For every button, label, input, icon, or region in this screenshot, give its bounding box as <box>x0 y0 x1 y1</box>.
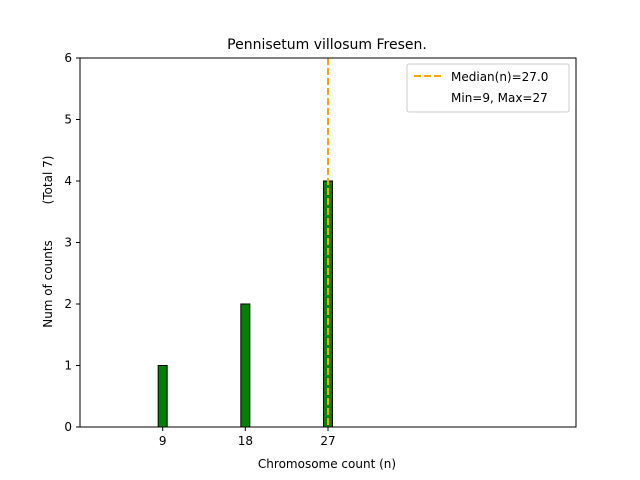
x-axis-label: Chromosome count (n) <box>258 457 396 471</box>
y-tick-label-5: 5 <box>64 113 72 127</box>
y-tick-label-3: 3 <box>64 236 72 250</box>
legend-box <box>406 63 570 113</box>
x-tick-label-18: 18 <box>238 434 253 448</box>
y-axis: 0 1 2 3 4 5 6 <box>64 51 80 434</box>
legend-range-label: Min=9, Max=27 <box>451 91 548 105</box>
bar-9 <box>157 365 168 428</box>
x-tick-label-27: 27 <box>320 434 335 448</box>
legend: Median(n)=27.0 Min=9, Max=27 <box>406 63 570 113</box>
y-axis-total-label: (Total 7) <box>41 156 55 205</box>
legend-median-label: Median(n)=27.0 <box>451 70 548 84</box>
y-tick-label-6: 6 <box>64 51 72 65</box>
plot-area <box>79 57 577 428</box>
y-tick-label-0: 0 <box>64 420 72 434</box>
x-tick-label-9: 9 <box>159 434 167 448</box>
y-tick-label-4: 4 <box>64 174 72 188</box>
chart-title: Pennisetum villosum Fresen. <box>227 37 427 53</box>
y-axis-label: Num of counts <box>41 240 55 328</box>
y-tick-label-2: 2 <box>64 297 72 311</box>
y-tick-label-1: 1 <box>64 359 72 373</box>
bar-18 <box>240 303 251 428</box>
x-axis: 9 18 27 <box>159 427 336 448</box>
